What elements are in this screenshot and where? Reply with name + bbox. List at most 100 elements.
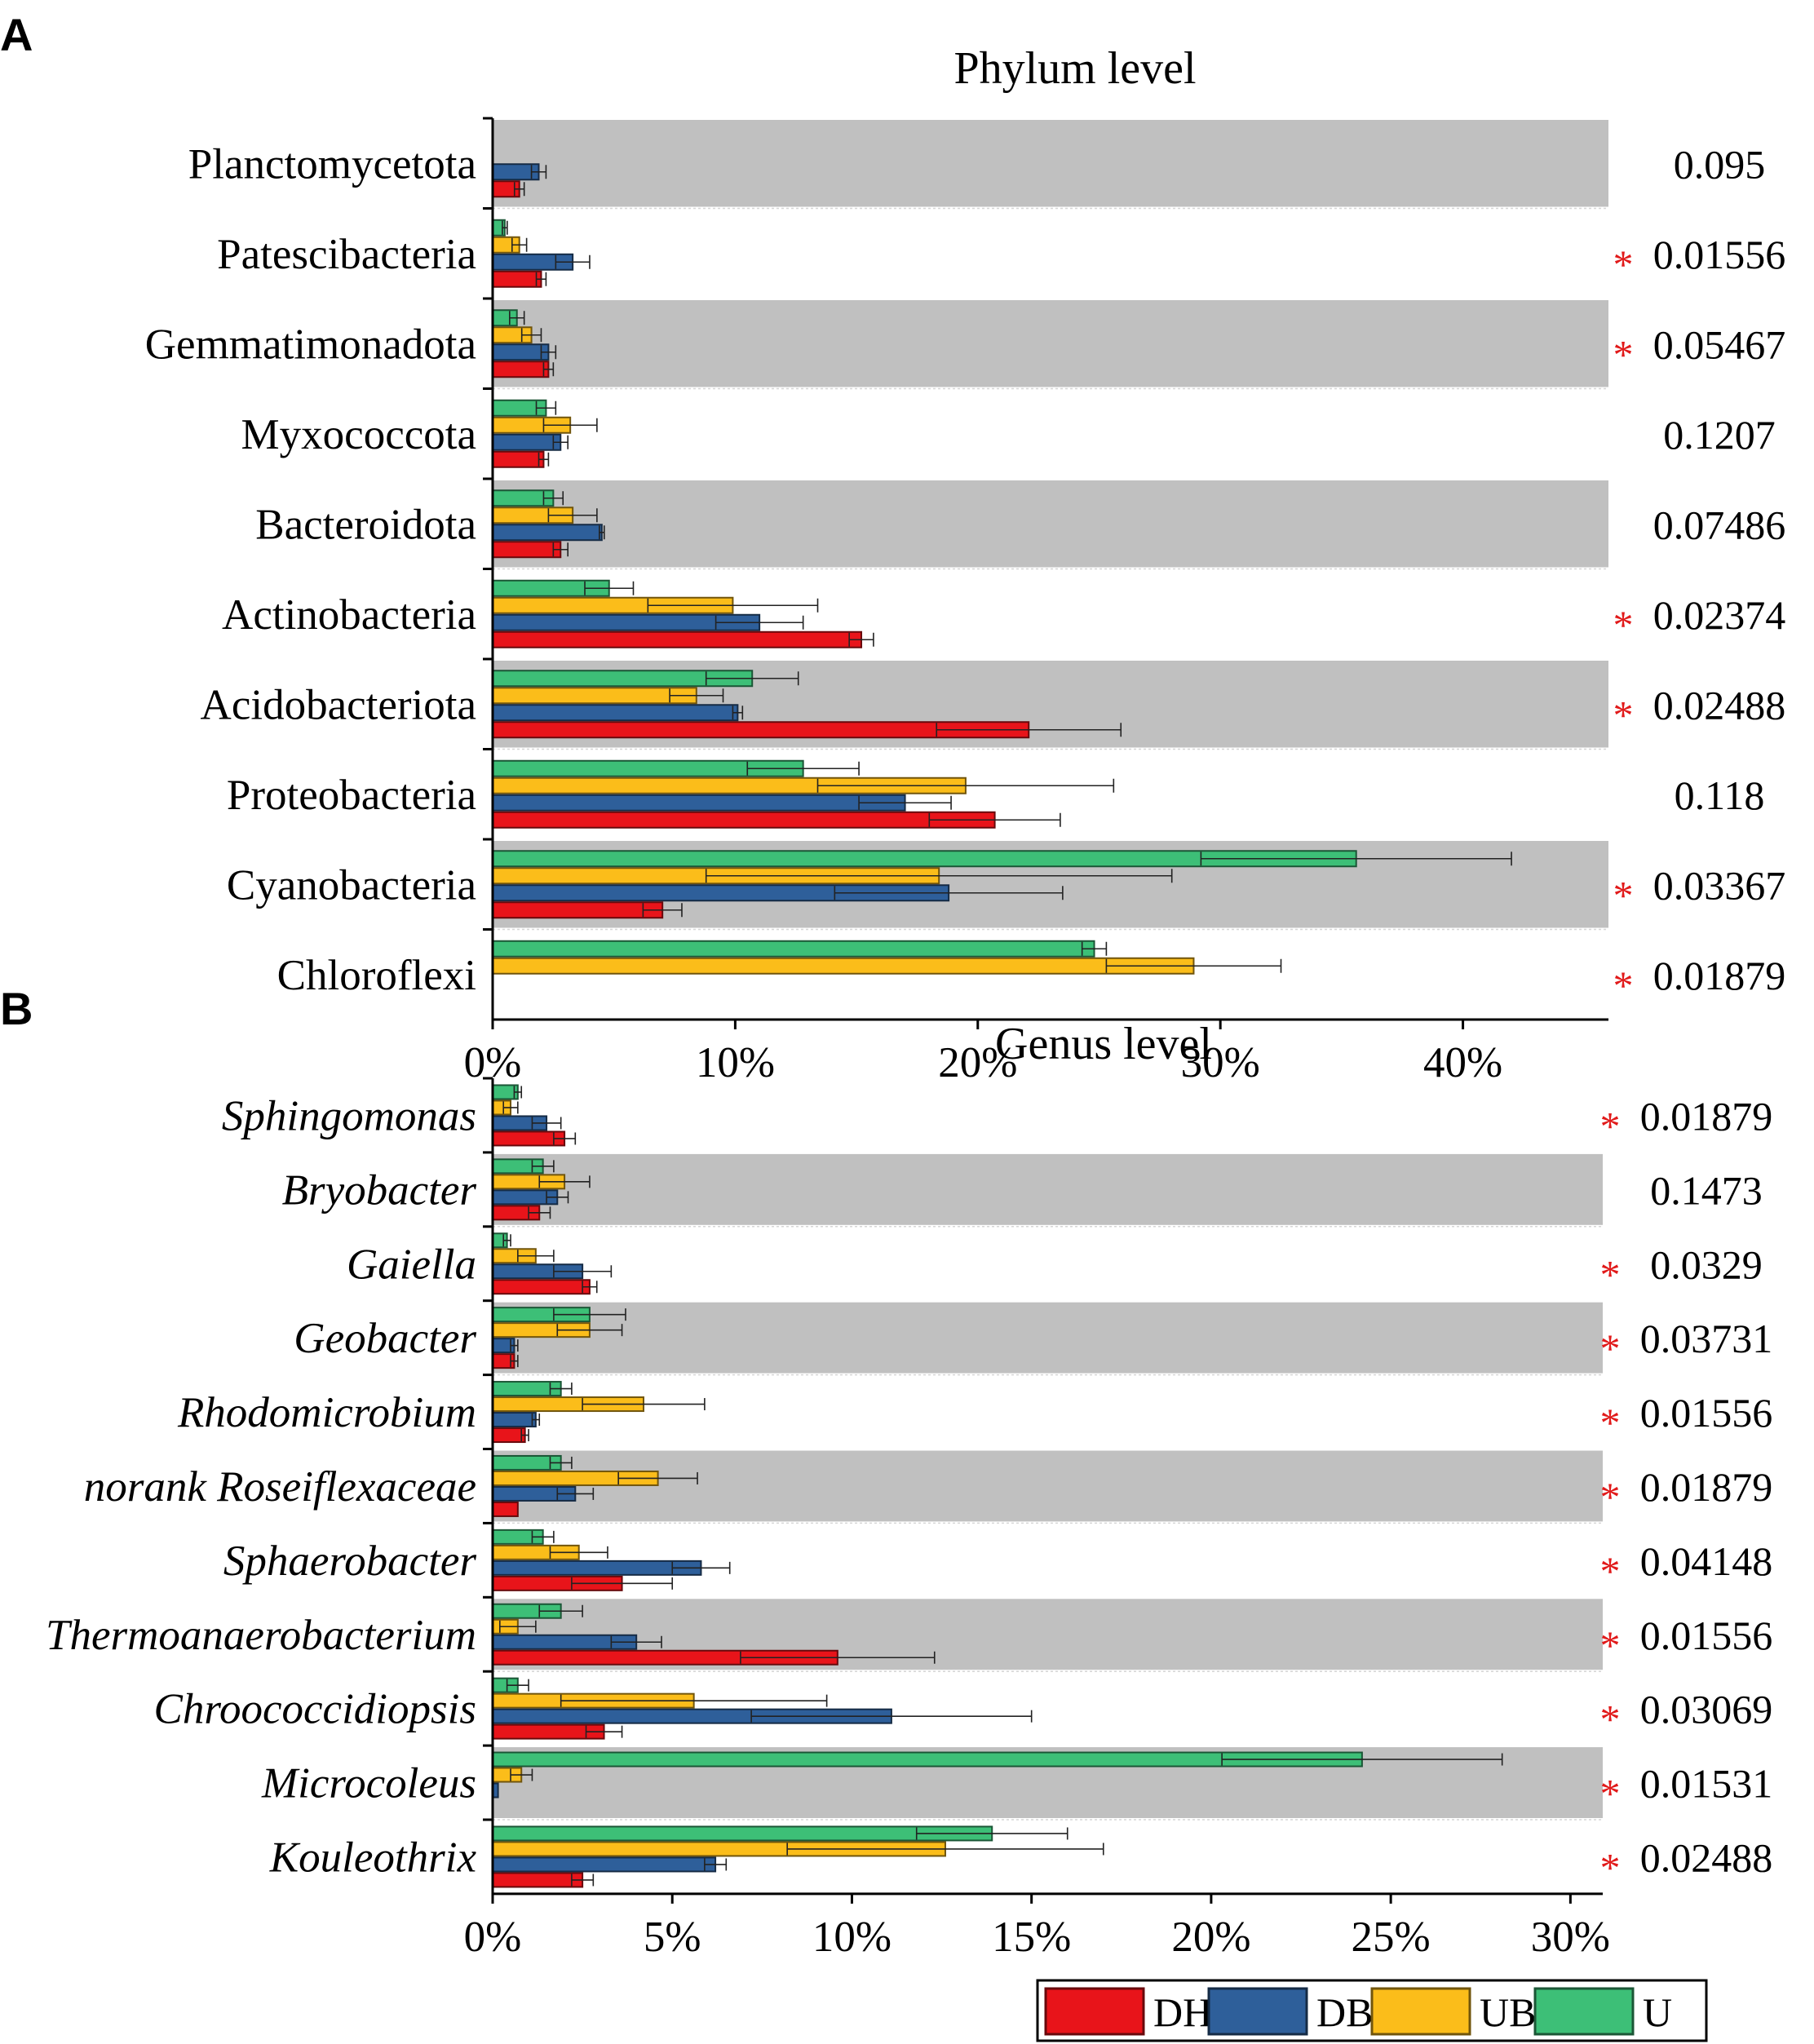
x-tick-label: 25% (1352, 1913, 1431, 1961)
significance-star: * (1600, 1474, 1621, 1520)
significance-star: * (1613, 962, 1634, 1008)
category-label: Sphingomonas (222, 1092, 476, 1139)
x-tick-label: 30% (1181, 1039, 1260, 1086)
panel-b-axes: 0% 5% 10% 15% 20% 25% 30% (464, 1077, 1610, 1961)
bar-ub (492, 957, 1195, 975)
p-value: 0.1207 (1663, 412, 1776, 458)
legend-label-ub: UB (1480, 1989, 1536, 2035)
p-value: 0.118 (1675, 772, 1765, 818)
panel-a-axes: 0% 10% 20% 30% 40% (464, 117, 1608, 1086)
p-value: 0.03069 (1640, 1687, 1773, 1732)
category-label: Gaiella (347, 1241, 476, 1288)
panel-b-separators (493, 1226, 1603, 1821)
legend-swatch-dh (1044, 1987, 1145, 2036)
bar-db (492, 704, 739, 722)
category-label: Cyanobacteria (227, 861, 476, 909)
significance-star: * (1600, 1103, 1621, 1148)
legend-label-db: DB (1316, 1989, 1373, 2035)
category-label: Bacteroidota (255, 501, 476, 548)
significance-star: * (1600, 1548, 1621, 1594)
significance-star: * (1613, 692, 1634, 737)
significance-star: * (1600, 1325, 1621, 1371)
row-band (493, 1153, 1603, 1225)
significance-star: * (1600, 1844, 1621, 1890)
bar-db (492, 1856, 717, 1873)
bar-dh (492, 1427, 526, 1444)
p-value: 0.01879 (1640, 1464, 1773, 1510)
x-tick-label: 5% (644, 1913, 701, 1961)
bar-dh (492, 541, 562, 559)
p-value: 0.03367 (1653, 862, 1786, 908)
panel-a: A Phylum level 0% 10% 20% 30% 40% Planctomyc… (0, 9, 1785, 1086)
category-label: Thermoanaerobacterium (46, 1612, 476, 1659)
category-label: Patescibacteria (217, 231, 476, 278)
bar-ub (492, 687, 697, 705)
bar-dh (492, 1501, 519, 1517)
bar-db (492, 1412, 537, 1428)
category-label: Proteobacteria (227, 772, 476, 819)
p-value: 0.1473 (1650, 1167, 1763, 1213)
p-value: 0.02488 (1653, 682, 1786, 728)
p-value: 0.01556 (1640, 1613, 1773, 1658)
legend-label-dh: DH (1153, 1989, 1212, 2035)
bar-db (492, 1560, 702, 1576)
x-tick-label: 20% (938, 1039, 1017, 1086)
bar-dh (492, 1279, 591, 1295)
bar-db (492, 524, 603, 542)
legend: DH DB UB U (1036, 1979, 1708, 2042)
bar-dh (492, 270, 542, 288)
significance-star: * (1600, 1251, 1621, 1297)
x-tick-label: 30% (1531, 1913, 1610, 1961)
p-value: 0.01879 (1640, 1093, 1773, 1139)
panel-b-p-values: 0.01879 * 0.1473 0.0329 * 0.03731 * 0.01556 * 0.0… (1600, 1093, 1773, 1890)
category-label: Rhodomicrobium (177, 1389, 476, 1436)
x-tick-label: 20% (1171, 1913, 1250, 1961)
panel-b-title: Genus level (995, 1019, 1212, 1069)
row-band (493, 1302, 1603, 1374)
bar-u (492, 940, 1095, 958)
legend-swatch-ub (1370, 1987, 1471, 2036)
significance-star: * (1600, 1771, 1621, 1816)
p-value: 0.05467 (1653, 321, 1786, 367)
legend-swatch-u (1533, 1987, 1635, 2036)
panel-b-category-labels: Sphingomonas Bryobacter Gaiella Geobacter Rh… (46, 1092, 476, 1881)
category-label: Acidobacteriota (201, 681, 476, 728)
panel-a-p-values: 0.095 0.01556 * 0.05467 * 0.1207 0.07486 0.0237… (1613, 141, 1786, 1008)
category-label: Chloroflexi (277, 952, 476, 999)
category-label: norank Roseiflexaceae (84, 1463, 476, 1511)
x-tick-label: 40% (1423, 1039, 1502, 1086)
p-value: 0.01879 (1653, 953, 1786, 998)
row-band (493, 1450, 1603, 1522)
x-tick-label: 10% (696, 1039, 775, 1086)
bar-dh (492, 901, 664, 919)
bar-dh (492, 361, 550, 378)
panel-a-bars (492, 163, 1357, 975)
legend-label-u: U (1643, 1989, 1672, 2035)
p-value: 0.07486 (1653, 502, 1786, 547)
bar-dh (492, 811, 996, 829)
significance-star: * (1600, 1697, 1621, 1742)
category-label: Actinobacteria (222, 591, 476, 639)
category-label: Gemmatimonadota (145, 321, 476, 368)
panel-b-letter: B (0, 983, 33, 1034)
panel-b-bars (492, 1084, 1363, 1888)
significance-star: * (1613, 872, 1634, 918)
bar-db (492, 343, 550, 361)
row-band (493, 300, 1608, 387)
category-label: Planctomycetota (188, 140, 476, 188)
p-value: 0.01556 (1640, 1390, 1773, 1436)
panel-b: B Genus level 0% 5% 10% 15% 20% 25% 30% Sphing… (0, 983, 1772, 1961)
category-label: Geobacter (294, 1315, 476, 1362)
bar-dh (492, 450, 545, 468)
p-value: 0.02374 (1653, 592, 1786, 638)
category-label: Kouleothrix (269, 1834, 477, 1881)
x-tick-label: 15% (992, 1913, 1071, 1961)
significance-star: * (1613, 602, 1634, 648)
x-tick-label: 10% (812, 1913, 892, 1961)
p-value: 0.0329 (1650, 1241, 1763, 1287)
significance-star: * (1600, 1400, 1621, 1445)
p-value: 0.095 (1674, 141, 1766, 187)
category-label: Myxococcota (241, 411, 476, 458)
panel-a-category-labels: Planctomycetota Patescibacteria Gemmatimon… (145, 140, 476, 999)
